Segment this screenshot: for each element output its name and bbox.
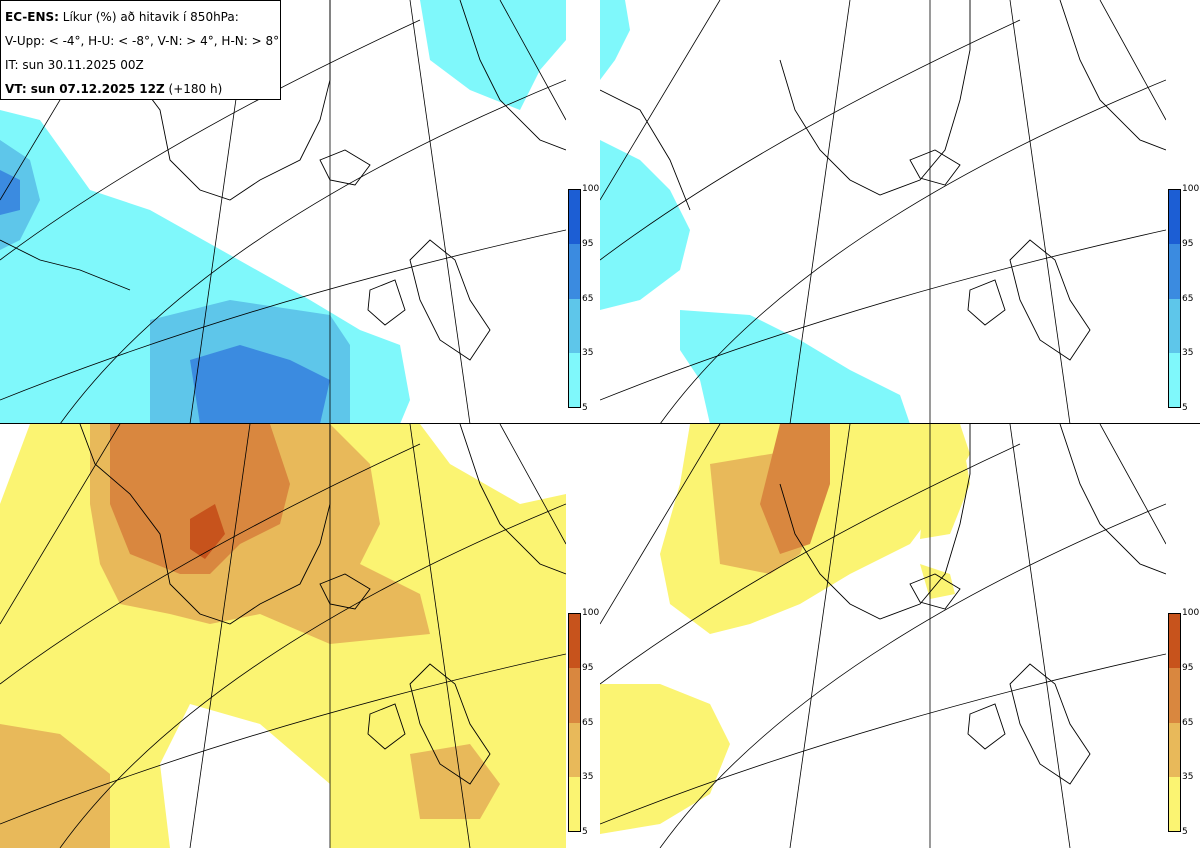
map-panel-top-right [600,0,1166,424]
legend-color-segment [569,668,580,723]
legend-tick-label: 65 [582,293,594,304]
map-top-left [0,0,566,424]
legend-tick-label: 65 [582,717,594,728]
map-bottom-left [0,424,566,848]
map-panel-bottom-right [600,424,1166,848]
legend-tick-label: 35 [1182,348,1194,359]
legend-tick-label: 65 [1182,717,1194,728]
legend-color-segment [569,776,580,831]
legend-tick-label: 5 [582,403,588,413]
map-panel-top-left: EC-ENS: Líkur (%) að hitavik í 850hPa: V… [0,0,566,424]
legend-tick-label: 35 [582,772,594,783]
legend-tick-label: 95 [582,662,594,673]
legend-color-segment [1169,614,1180,669]
legend-color-segment [569,352,580,407]
legend-tick-label: 35 [582,348,594,359]
legend-tick-label: 65 [1182,293,1194,304]
legend-tick-label: 35 [1182,772,1194,783]
legend-color-segment [1169,298,1180,353]
description-label: Líkur (%) að hitavik í 850hPa: [62,10,239,24]
legend-color-segment [569,722,580,777]
legend-color-segment [569,614,580,669]
legend-tick-label: 100 [582,184,600,194]
legend-tick-label: 100 [1182,184,1200,194]
legend-color-segment [1169,352,1180,407]
legend-colorbar [568,613,581,832]
legend-tick-label: 5 [582,827,588,837]
legend-color-segment [1169,244,1180,299]
legend-colorbar [1168,189,1181,408]
map-panel-bottom-left [0,424,566,848]
legend-tick-label: 100 [1182,608,1200,618]
initial-time-label: IT: sun 30.11.2025 00Z [5,58,144,72]
legend-color-segment [1169,668,1180,723]
legend-tick-label: 5 [1182,403,1188,413]
legend-color-segment [569,244,580,299]
horizontal-divider [0,423,1200,424]
legend-color-segment [1169,776,1180,831]
thresholds-label: V-Upp: < -4°, H-U: < -8°, V-N: > 4°, H-N… [5,34,280,48]
model-label: EC-ENS: [5,10,59,24]
title-box: EC-ENS: Líkur (%) að hitavik í 850hPa: V… [0,0,281,100]
legend-tick-label: 100 [582,608,600,618]
legend-colorbar [1168,613,1181,832]
legend-color-segment [569,190,580,245]
legend-color-segment [1169,190,1180,245]
map-top-right [600,0,1166,424]
lead-time-label: (+180 h) [168,82,223,96]
valid-time-label: VT: sun 07.12.2025 12Z [5,82,165,96]
legend-tick-label: 95 [582,238,594,249]
legend-tick-label: 95 [1182,662,1194,673]
legend-color-segment [1169,722,1180,777]
legend-colorbar [568,189,581,408]
map-bottom-right [600,424,1166,848]
legend-color-segment [569,298,580,353]
legend-tick-label: 95 [1182,238,1194,249]
legend-tick-label: 5 [1182,827,1188,837]
